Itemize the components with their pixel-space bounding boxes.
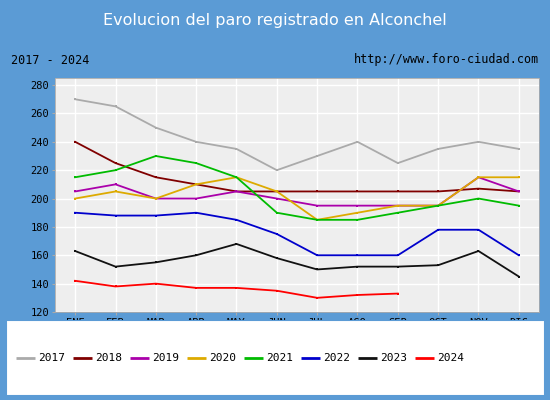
Text: 2017: 2017 xyxy=(38,353,65,363)
FancyBboxPatch shape xyxy=(6,320,544,396)
Text: 2018: 2018 xyxy=(95,353,122,363)
Text: 2020: 2020 xyxy=(209,353,236,363)
Text: Evolucion del paro registrado en Alconchel: Evolucion del paro registrado en Alconch… xyxy=(103,14,447,28)
Text: 2021: 2021 xyxy=(266,353,293,363)
Text: 2023: 2023 xyxy=(379,353,406,363)
Text: 2019: 2019 xyxy=(152,353,179,363)
Text: http://www.foro-ciudad.com: http://www.foro-ciudad.com xyxy=(354,54,539,66)
Text: 2024: 2024 xyxy=(437,353,464,363)
Text: 2022: 2022 xyxy=(323,353,350,363)
Text: 2017 - 2024: 2017 - 2024 xyxy=(11,54,89,66)
